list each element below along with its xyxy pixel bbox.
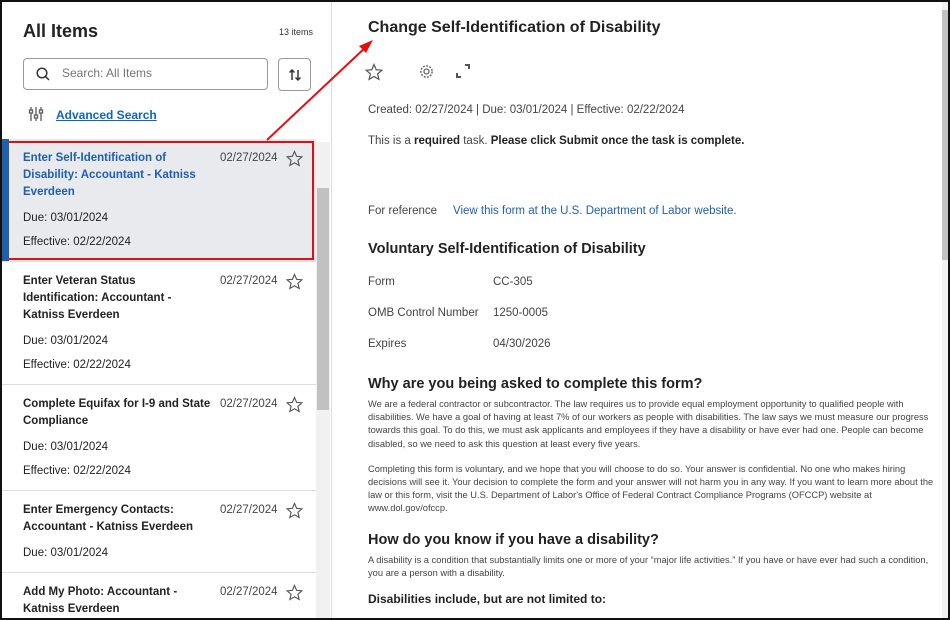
list-item[interactable]: Enter Veteran Status Identification: Acc… — [2, 262, 316, 385]
filter-sliders-icon — [28, 107, 44, 121]
sort-button[interactable] — [278, 58, 311, 91]
why-paragraph-1: We are a federal contractor or subcontra… — [368, 399, 929, 449]
why-paragraph-2: Completing this form is voluntary, and w… — [368, 463, 934, 514]
items-list: Enter Self-Identification of Disability:… — [2, 139, 316, 618]
list-item[interactable]: Complete Equifax for I-9 and State Compl… — [2, 385, 316, 491]
item-due: Due: 03/01/2024 — [23, 212, 109, 224]
field-value: CC-305 — [493, 276, 533, 288]
list-item[interactable]: Enter Emergency Contacts: Accountant - K… — [2, 491, 316, 573]
item-due: Due: 03/01/2024 — [23, 441, 109, 453]
field-label: Expires — [368, 338, 407, 350]
search-box[interactable] — [23, 58, 268, 90]
item-effective: Effective: 02/22/2024 — [23, 359, 131, 371]
item-date: 02/27/2024 — [220, 504, 278, 516]
item-count: 13 items — [279, 27, 314, 37]
task-instructions: This is a required task. Please click Su… — [368, 135, 745, 147]
gear-icon[interactable] — [419, 64, 434, 79]
field-value: 1250-0005 — [493, 307, 548, 319]
detail-pane: Change Self-Identification of Disability… — [333, 2, 942, 618]
selected-indicator — [2, 139, 9, 261]
item-title: Enter Emergency Contacts: Accountant - K… — [23, 504, 193, 533]
item-title: Enter Veteran Status Identification: Acc… — [23, 275, 172, 321]
disabilities-heading: Disabilities include, but are not limite… — [368, 592, 607, 607]
list-scrollbar[interactable] — [316, 142, 330, 618]
list-item[interactable]: Enter Self-Identification of Disability:… — [2, 139, 316, 262]
search-icon — [36, 67, 50, 81]
item-date: 02/27/2024 — [220, 275, 278, 287]
detail-scrollbar-thumb[interactable] — [942, 10, 948, 260]
form-body: Why are you being asked to complete this… — [368, 376, 940, 606]
star-icon[interactable] — [286, 396, 303, 413]
search-input[interactable] — [62, 66, 257, 80]
star-icon[interactable] — [286, 502, 303, 519]
panel-title: All Items — [23, 21, 99, 41]
task-meta: Created: 02/27/2024 | Due: 03/01/2024 | … — [368, 104, 685, 116]
item-date: 02/27/2024 — [220, 586, 278, 598]
item-date: 02/27/2024 — [220, 152, 278, 164]
dol-form-link[interactable]: View this form at the U.S. Department of… — [453, 205, 737, 217]
list-scrollbar-thumb[interactable] — [317, 188, 329, 410]
item-effective: Effective: 02/22/2024 — [23, 465, 131, 477]
star-icon[interactable] — [365, 63, 383, 81]
how-paragraph: A disability is a condition that substan… — [368, 554, 929, 578]
item-title: Complete Equifax for I-9 and State Compl… — [23, 398, 211, 427]
star-icon[interactable] — [286, 273, 303, 290]
list-item[interactable]: Add My Photo: Accountant - Katniss Everd… — [2, 573, 316, 618]
star-icon[interactable] — [286, 584, 303, 601]
field-label: Form — [368, 276, 395, 288]
item-title: Enter Self-Identification of Disability:… — [23, 152, 196, 198]
why-heading: Why are you being asked to complete this… — [368, 376, 703, 392]
expand-icon[interactable] — [456, 64, 470, 78]
reference-label: For reference — [368, 205, 438, 217]
form-title: Voluntary Self-Identification of Disabil… — [368, 241, 646, 257]
star-icon[interactable] — [286, 150, 303, 167]
field-label: OMB Control Number — [368, 307, 479, 319]
item-date: 02/27/2024 — [220, 398, 278, 410]
item-due: Due: 03/01/2024 — [23, 335, 109, 347]
items-panel: All Items 13 items Advanced Search Enter… — [2, 2, 332, 618]
advanced-search-link[interactable]: Advanced Search — [56, 108, 157, 122]
field-value: 04/30/2026 — [493, 338, 551, 350]
sort-icon — [288, 68, 301, 81]
item-due: Due: 03/01/2024 — [23, 547, 109, 559]
page-title: Change Self-Identification of Disability — [368, 19, 661, 36]
item-effective: Effective: 02/22/2024 — [23, 236, 131, 248]
item-title: Add My Photo: Accountant - Katniss Everd… — [23, 586, 178, 615]
how-heading: How do you know if you have a disability… — [368, 531, 659, 548]
detail-scrollbar[interactable] — [942, 2, 948, 618]
